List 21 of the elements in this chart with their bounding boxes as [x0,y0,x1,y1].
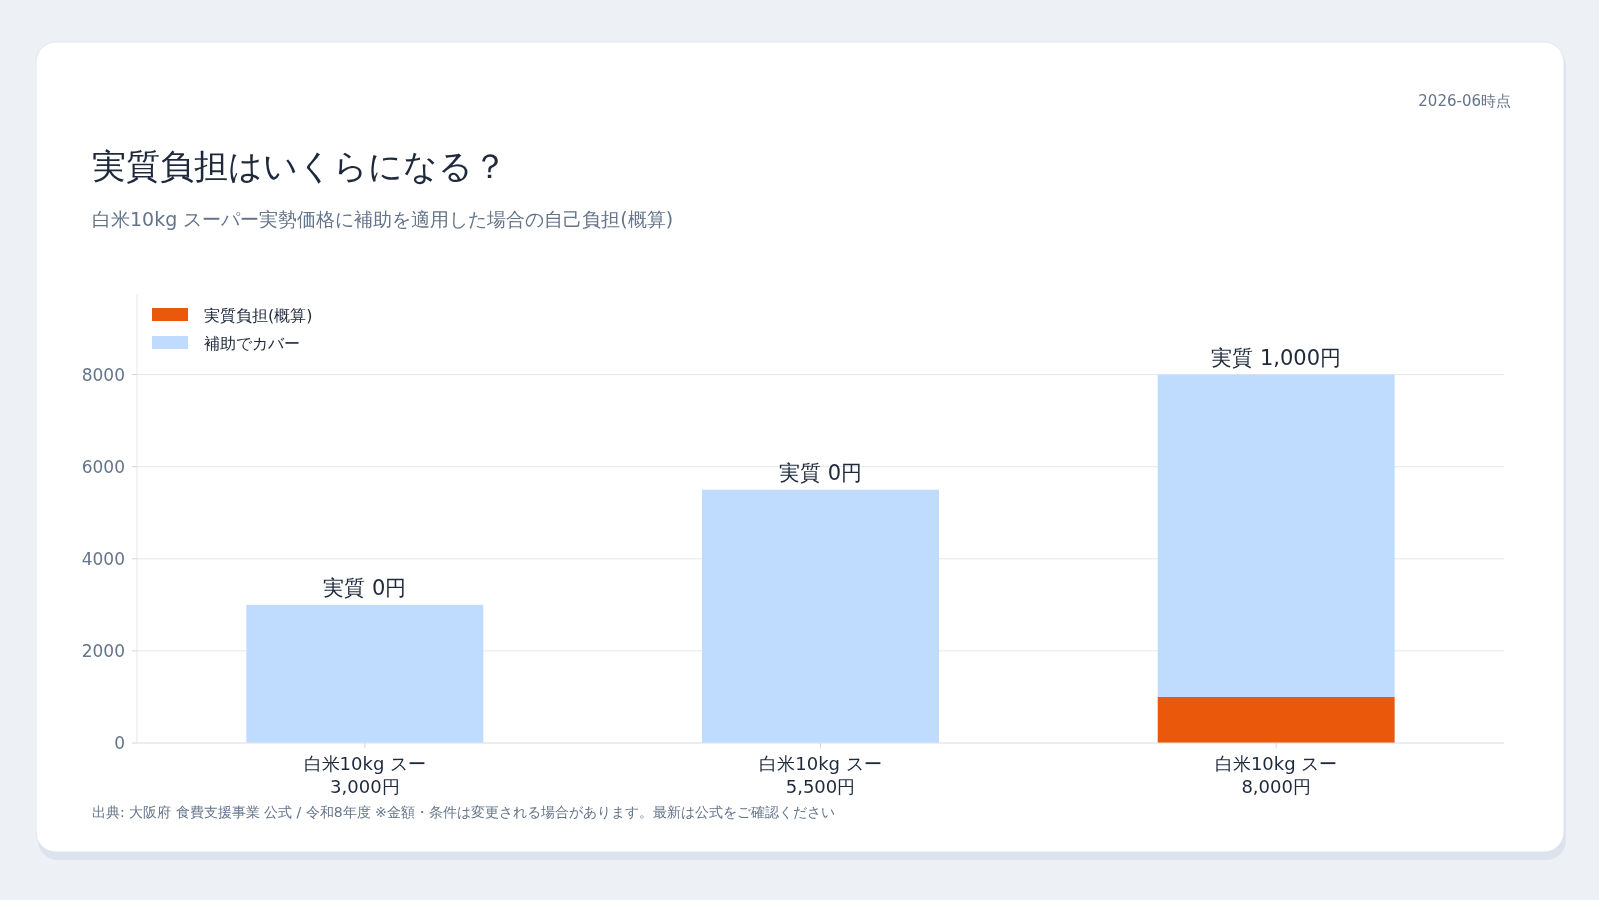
y-tick-label: 6000 [81,456,125,477]
text: 2026-06時点 [1418,92,1511,110]
total-label: 実質 0円 [323,575,407,600]
y-tick-label: 2000 [81,640,125,661]
x-tick-label: 白米10kg スー 8,000円 [1214,753,1338,797]
bar [702,489,939,743]
legend-label: 補助でカバー [204,333,300,353]
x-tick-label: 白米10kg スー 3,000円 [303,753,427,797]
chart-title: 実質負担はいくらになる？ [92,146,507,186]
x-tick-label: 白米10kg スー 5,500円 [759,753,882,797]
legend-label: 実質負担(概算) [204,305,313,325]
bar [1157,374,1395,697]
total-label: 実質 1,000円 [1211,345,1342,370]
source-note: 出典: 大阪府 食費支援事業 公式 / 令和8年度 ※金額・条件は変更される場合があります。最新は公式をご確認ください [92,804,835,820]
bar [246,604,484,743]
bar [1157,696,1395,743]
total-label: 実質 0円 [778,460,863,485]
y-tick-label: 4000 [81,548,125,569]
y-tick-label: 8000 [81,364,125,385]
chart-subtitle: 白米10kg スーパー実勢価格に補助を適用した場合の自己負担(概算) [92,208,674,230]
y-tick-label: 0 [114,732,125,753]
